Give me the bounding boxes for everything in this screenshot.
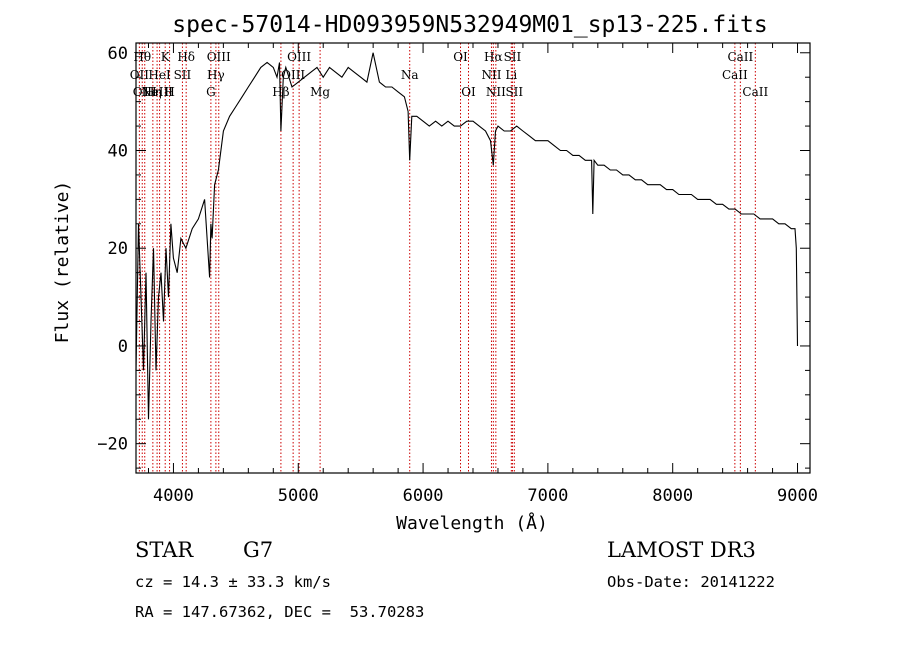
axis-ticks-layer: 4000 5000 6000 7000 8000 9000 −20 0 20 40 60: [97, 43, 818, 506]
observation-date: Obs-Date: 20141222: [607, 573, 775, 591]
y-tick-label: 20: [108, 239, 128, 259]
line-label: OIII: [133, 85, 157, 99]
y-tick-label: −20: [97, 435, 128, 455]
survey-name: LAMOST DR3: [607, 538, 756, 562]
line-label: Mg: [310, 85, 330, 99]
x-axis-label: Wavelength (Å): [396, 512, 548, 534]
line-label: Hα: [484, 50, 503, 64]
line-label: CaII: [727, 50, 753, 64]
object-type: STAR: [135, 538, 194, 562]
line-label: OI: [453, 50, 468, 64]
y-axis-label: Flux (relative): [52, 181, 73, 344]
line-label: Hβ: [272, 85, 289, 99]
coordinates: RA = 147.67362, DEC = 53.70283: [135, 603, 425, 621]
line-label: HeI: [148, 68, 171, 82]
x-tick-label: 6000: [403, 486, 444, 506]
line-label: CaII: [722, 68, 748, 82]
x-tick-label: 8000: [652, 486, 693, 506]
line-label: OII: [130, 68, 150, 82]
line-label: SII: [505, 85, 523, 99]
object-subclass: G7: [243, 538, 274, 562]
line-label: CaII: [742, 85, 768, 99]
line-label: Hγ: [207, 68, 225, 82]
line-label: G: [206, 85, 216, 99]
line-label: Hθ: [133, 50, 151, 64]
spectrum-line: [135, 52, 799, 420]
line-label: Na: [401, 68, 419, 82]
redshift-cz: cz = 14.3 ± 33.3 km/s: [135, 573, 331, 591]
line-markers-layer: [138, 43, 756, 473]
y-tick-label: 40: [108, 142, 128, 162]
line-label: OIII: [287, 50, 311, 64]
chart-title: spec-57014-HD093959N532949M01_sp13-225.f…: [172, 12, 767, 38]
plot-frame: [135, 42, 811, 474]
line-label: NeIII: [141, 85, 173, 99]
x-tick-label: 9000: [777, 486, 818, 506]
line-label: NII: [481, 68, 501, 82]
line-label: NII: [486, 85, 506, 99]
line-label: OI: [461, 85, 476, 99]
y-tick-label: 0: [118, 337, 128, 357]
line-label: H: [164, 85, 174, 99]
x-tick-label: 7000: [527, 486, 568, 506]
line-label: OIII: [207, 50, 231, 64]
x-tick-label: 4000: [153, 486, 194, 506]
line-label: Hη: [144, 85, 162, 99]
line-label: K: [161, 50, 171, 64]
y-tick-label: 60: [108, 44, 128, 64]
line-label: Li: [505, 68, 517, 82]
line-labels-layer: OIIHθOIIIHηNeIIIHeIKHSIIHδGHγOIIIHβOIIIO…: [130, 50, 769, 99]
line-label: Hδ: [177, 50, 195, 64]
line-label: SII: [174, 68, 192, 82]
line-label: SII: [504, 50, 522, 64]
x-tick-label: 5000: [278, 486, 319, 506]
